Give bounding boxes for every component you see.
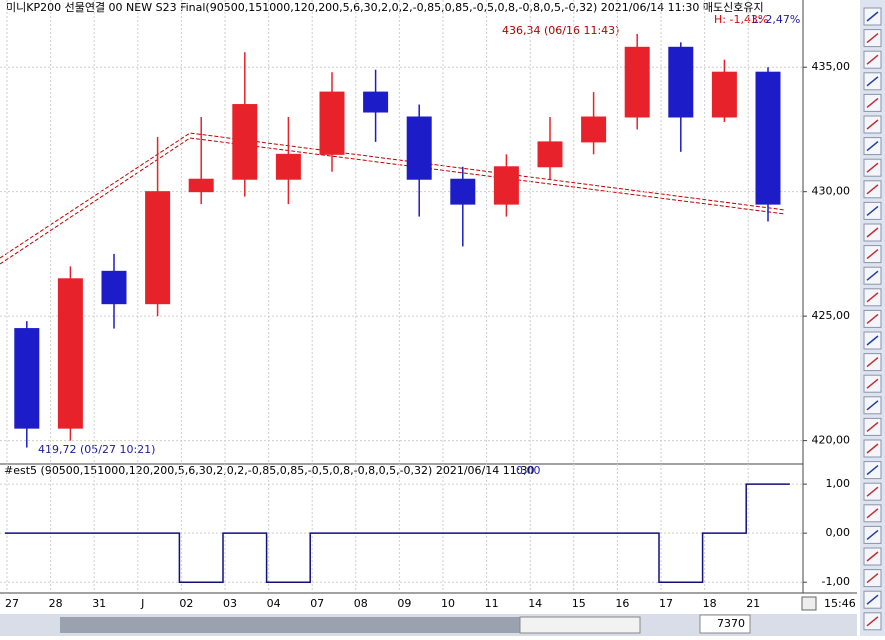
tool-icon xyxy=(866,270,879,281)
candle-body xyxy=(101,270,127,305)
tool-icon xyxy=(866,249,879,260)
tool-icon xyxy=(866,486,879,497)
y-tick-label: 425,00 xyxy=(812,309,851,322)
tool-icon xyxy=(866,184,879,195)
x-tick-label: 11 xyxy=(485,597,499,610)
tool-icon xyxy=(866,529,879,540)
tool-icon xyxy=(866,573,879,584)
tool-icon xyxy=(866,76,879,87)
signal-line xyxy=(5,483,790,583)
trend-line xyxy=(0,137,786,265)
count: 7370 xyxy=(717,617,745,630)
scroll-overview xyxy=(60,617,520,633)
chart-title: 미니KP200 선물연결 00 NEW S23 Final(90500,1510… xyxy=(6,1,764,14)
tool-icon xyxy=(866,205,879,216)
x-tick-label: 21 xyxy=(746,597,760,610)
low-annotation: 419,72 (05/27 10:21) xyxy=(38,443,155,456)
tool-icon xyxy=(866,594,879,605)
x-tick-label: 07 xyxy=(310,597,324,610)
x-tick-label: 10 xyxy=(441,597,455,610)
scroll-thumb[interactable] xyxy=(519,616,641,634)
tool-icon xyxy=(866,357,879,368)
tool-icon xyxy=(866,378,879,389)
trend-line xyxy=(0,132,786,259)
candle-body xyxy=(537,141,563,168)
low-label: L: 2,47% xyxy=(752,13,800,26)
tool-icon xyxy=(866,33,879,44)
x-tick-label: 16 xyxy=(615,597,629,610)
tool-icon xyxy=(866,119,879,130)
candle-body xyxy=(363,91,389,113)
high-label: H: -1,43% xyxy=(714,13,768,26)
candle-body xyxy=(145,191,171,305)
y-tick-label: 435,00 xyxy=(812,60,851,73)
tool-icon xyxy=(866,335,879,346)
candle-body xyxy=(581,116,607,143)
count-box[interactable] xyxy=(699,614,751,634)
tool-icon xyxy=(866,400,879,411)
x-tick-label: 09 xyxy=(397,597,411,610)
x-tick-label: J xyxy=(140,597,144,610)
tool-icon xyxy=(866,465,879,476)
candle-body xyxy=(755,71,781,205)
x-tick-label: 04 xyxy=(267,597,281,610)
candle-body xyxy=(493,166,519,205)
x-tick-label: 28 xyxy=(49,597,63,610)
tool-icon xyxy=(866,54,879,65)
y-tick-label: 1,00 xyxy=(826,477,851,490)
tool-icon xyxy=(866,421,879,432)
y-tick-label: -1,00 xyxy=(822,575,850,588)
tool-icon xyxy=(866,162,879,173)
tool-icon xyxy=(866,227,879,238)
high-annotation: 436,34 (06/16 11:43) xyxy=(502,24,619,37)
panel-title: #est5 (90500,151000,120,200,5,6,30,2,0,2… xyxy=(4,464,534,477)
time-label: 15:46 xyxy=(824,597,856,610)
x-tick-label: 02 xyxy=(179,597,193,610)
tool-icon xyxy=(866,141,879,152)
tool-icon xyxy=(866,11,879,22)
candle-body xyxy=(711,71,737,118)
tool-icon xyxy=(866,616,879,627)
candle-body xyxy=(57,278,83,429)
x-tick-label: 14 xyxy=(528,597,542,610)
tool-icon xyxy=(866,508,879,519)
y-tick-label: 420,00 xyxy=(812,434,851,447)
candle-body xyxy=(232,104,258,180)
candle-body xyxy=(624,46,650,118)
x-tick-label: 03 xyxy=(223,597,237,610)
candle-body xyxy=(14,328,40,429)
x-tick-label: 17 xyxy=(659,597,673,610)
tool-icon xyxy=(866,551,879,562)
candle-body xyxy=(319,91,345,155)
tool-icon xyxy=(866,443,879,454)
x-tick-label: 08 xyxy=(354,597,368,610)
x-tick-label: 31 xyxy=(92,597,106,610)
trend-lines xyxy=(0,132,786,265)
candle-body xyxy=(668,46,694,118)
x-tick-label: 15 xyxy=(572,597,586,610)
x-tick-label: 27 xyxy=(5,597,19,610)
zoom-button[interactable] xyxy=(801,596,817,611)
tool-icon xyxy=(866,292,879,303)
x-tick-label: 18 xyxy=(703,597,717,610)
candle-body xyxy=(450,178,476,205)
candle-body xyxy=(275,153,301,180)
y-tick-label: 0,00 xyxy=(826,526,851,539)
tool-icon xyxy=(866,97,879,108)
toolbar-icons xyxy=(863,7,882,631)
y-tick-label: 430,00 xyxy=(812,185,851,198)
tool-icon xyxy=(866,313,879,324)
panel-value: 0,00 xyxy=(516,464,541,477)
candle-body xyxy=(188,178,214,193)
candle-body xyxy=(406,116,432,180)
